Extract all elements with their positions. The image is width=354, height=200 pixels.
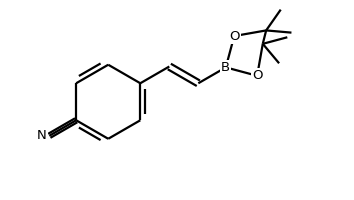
Text: O: O — [229, 30, 239, 43]
Text: B: B — [221, 61, 230, 74]
Text: O: O — [252, 69, 262, 82]
Text: N: N — [37, 129, 47, 142]
